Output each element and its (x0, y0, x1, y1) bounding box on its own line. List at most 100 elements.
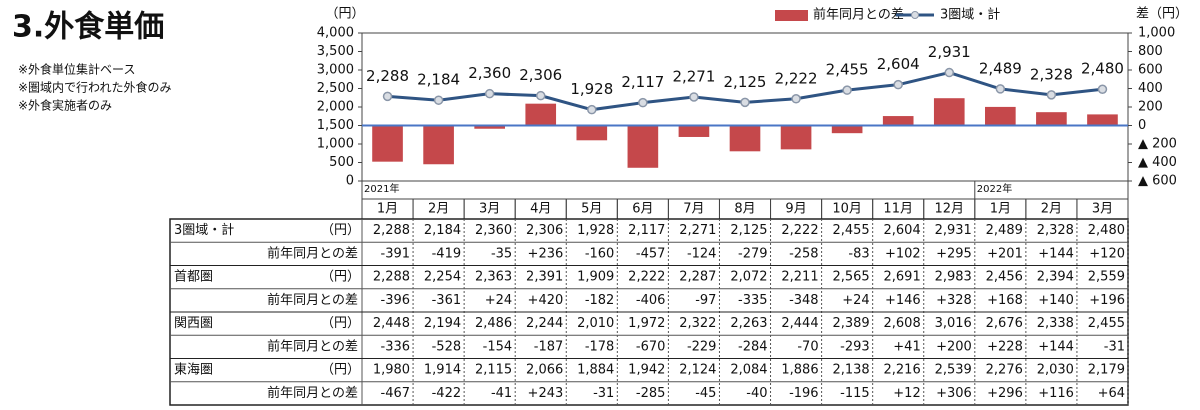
y2-axis-label: 差（円） (1136, 7, 1188, 22)
cell: 2,604 (884, 223, 921, 238)
cell: -31 (1104, 339, 1125, 354)
cell: 2,179 (1088, 363, 1125, 378)
cell: -187 (534, 339, 564, 354)
legend-label: 前年同月との差 (813, 7, 904, 23)
y2-tick-label: 800 (1138, 44, 1163, 59)
cell: 2,489 (986, 223, 1023, 238)
data-label: 2,271 (672, 67, 715, 85)
cell: +144 (1038, 246, 1074, 261)
cell: -422 (432, 386, 462, 401)
cell: 2,222 (628, 270, 665, 285)
x-tick-label: 4月 (530, 202, 551, 217)
point (842, 85, 852, 95)
bar (1087, 114, 1118, 126)
cell: 1,886 (781, 363, 818, 378)
cell: 2,066 (526, 363, 563, 378)
cell: 2,276 (986, 363, 1023, 378)
bar (1036, 112, 1067, 126)
bar (525, 103, 557, 126)
y-tick-label: 2,000 (317, 100, 354, 115)
cell: 2,931 (935, 223, 972, 238)
cell: +296 (987, 386, 1023, 401)
x-tick-label: 10月 (832, 202, 862, 217)
data-label: 2,222 (775, 69, 818, 87)
cell: 2,124 (679, 363, 716, 378)
cell: +102 (885, 246, 921, 261)
cell: 2,486 (475, 316, 512, 331)
cell: 2,184 (424, 223, 461, 238)
data-label: 2,604 (877, 55, 920, 73)
row-unit: （円） (321, 223, 360, 238)
data-label: 2,117 (621, 73, 664, 91)
point (535, 90, 546, 101)
y-tick-label: 500 (329, 155, 354, 170)
row-label: 3圏域・計 (174, 222, 234, 238)
cell: -83 (848, 246, 869, 261)
cell: 2,010 (577, 316, 614, 331)
cell: -70 (797, 339, 818, 354)
cell: 2,394 (1037, 270, 1074, 285)
cell: 2,244 (526, 316, 563, 331)
cell: -196 (789, 386, 819, 401)
y-tick-label: 3,000 (317, 63, 354, 78)
cell: -336 (381, 339, 411, 354)
y-tick-label: 3,500 (317, 44, 354, 59)
data-label: 2,184 (417, 71, 460, 89)
point (791, 94, 801, 104)
data-label: 2,306 (519, 66, 562, 84)
cell: 2,084 (730, 363, 767, 378)
data-label: 1,928 (570, 80, 613, 98)
y-tick-label: 0 (346, 174, 354, 189)
cell: 2,115 (475, 363, 512, 378)
x-tick-label: 1月 (377, 202, 398, 217)
cell: -670 (636, 339, 666, 354)
cell: 2,676 (986, 316, 1023, 331)
cell: 2,322 (679, 316, 716, 331)
point (638, 97, 648, 108)
cell: -279 (738, 246, 768, 261)
row-label: 首都圏 (174, 270, 213, 285)
cell: 2,389 (832, 316, 869, 331)
x-tick-label: 11月 (883, 202, 913, 217)
note: ※圏域内で行われた外食のみ (18, 80, 171, 95)
cell: 2,254 (424, 270, 461, 285)
cell: -457 (636, 246, 666, 261)
year-label: 2021年 (364, 182, 399, 195)
cell: -419 (432, 246, 462, 261)
cell: 2,608 (884, 316, 921, 331)
cell: -229 (687, 339, 717, 354)
cell: -285 (636, 386, 666, 401)
data-label: 2,455 (826, 61, 869, 79)
cell: +243 (528, 386, 564, 401)
cell: 2,391 (526, 270, 563, 285)
cell: -391 (381, 246, 411, 261)
note: ※外食単位集計ベース (18, 62, 135, 77)
cell: +12 (893, 386, 920, 401)
cell: +201 (987, 246, 1023, 261)
cell: 2,559 (1088, 270, 1125, 285)
data-label: 2,328 (1030, 65, 1073, 83)
cell: +228 (987, 339, 1023, 354)
year-label: 2022年 (977, 182, 1012, 195)
cell: 2,691 (884, 270, 921, 285)
cell: -41 (491, 386, 512, 401)
x-tick-label: 12月 (934, 202, 964, 217)
row-unit: （円） (321, 316, 360, 331)
cell: +41 (893, 339, 920, 354)
bar (933, 98, 965, 126)
cell: 2,216 (884, 363, 921, 378)
cell: 2,072 (730, 270, 767, 285)
cell: +140 (1038, 293, 1074, 308)
row-label: 前年同月との差 (267, 292, 358, 308)
point (1097, 84, 1108, 94)
cell: +24 (842, 293, 869, 308)
cell: -40 (746, 386, 767, 401)
y-tick-label: 4,000 (317, 26, 354, 41)
cell: +168 (987, 293, 1023, 308)
bar (780, 125, 812, 150)
x-tick-label: 2月 (428, 202, 449, 217)
y2-tick-label: ▲ 600 (1138, 174, 1177, 189)
page-title: 3.外食単価 (12, 10, 164, 45)
cell: -284 (738, 339, 768, 354)
